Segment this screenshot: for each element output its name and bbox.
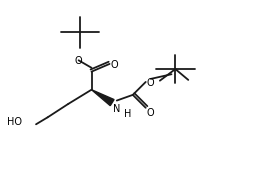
Text: O: O bbox=[146, 78, 154, 88]
Text: O: O bbox=[110, 60, 118, 70]
Polygon shape bbox=[92, 90, 114, 106]
Text: H: H bbox=[124, 109, 131, 119]
Text: O: O bbox=[146, 108, 154, 118]
Text: O: O bbox=[74, 56, 82, 66]
Text: HO: HO bbox=[7, 117, 22, 127]
Text: N: N bbox=[113, 104, 120, 114]
